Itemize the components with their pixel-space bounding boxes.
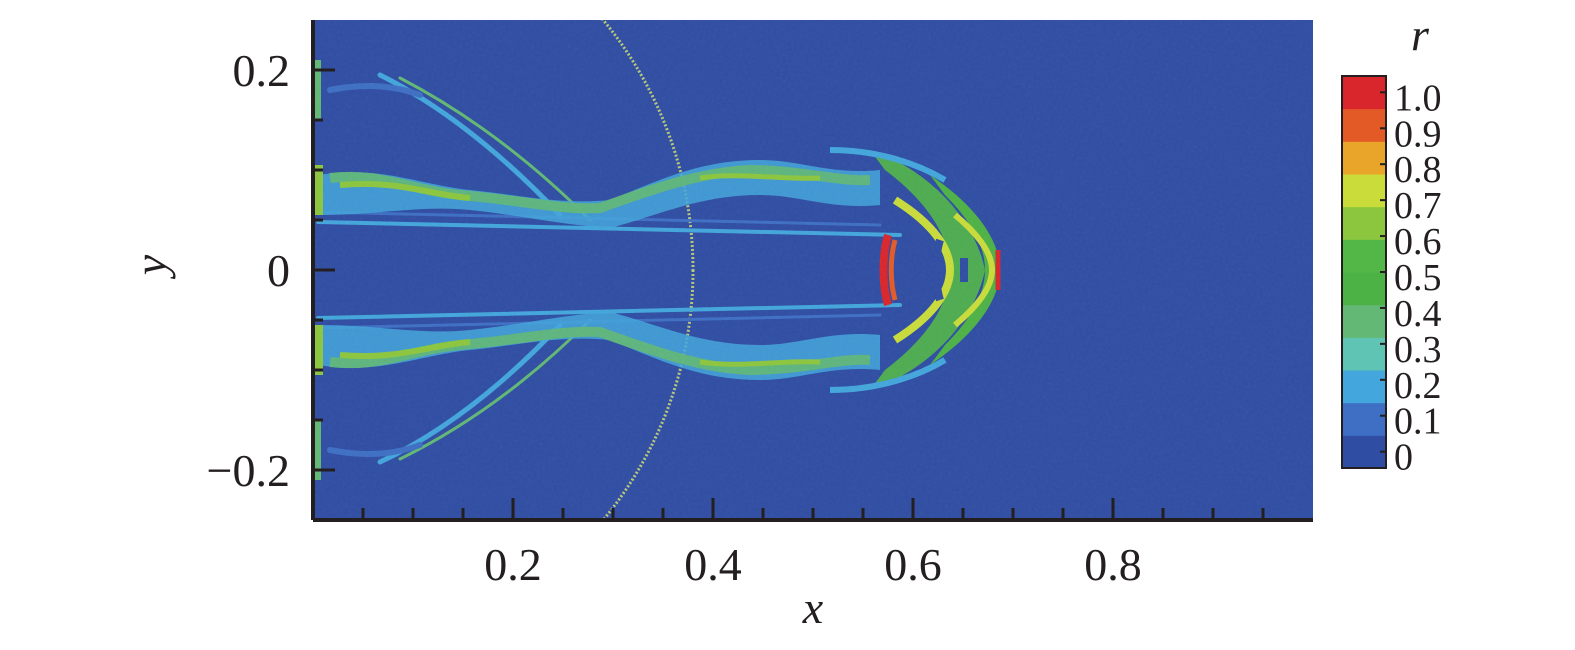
- colorbar-label: 0.7: [1394, 185, 1442, 227]
- colorbar-swatch: [1342, 435, 1386, 469]
- colorbar-swatch: [1342, 272, 1386, 306]
- colorbar-swatch: [1342, 174, 1386, 208]
- colorbar-label: 0.4: [1394, 293, 1442, 335]
- colorbar-title: r: [1411, 9, 1430, 60]
- y-axis-ticks: 0.2 0 −0.2: [207, 45, 335, 496]
- x-tick-label: 0.2: [484, 539, 542, 590]
- colorbar-swatch: [1342, 108, 1386, 142]
- x-axis-label: x: [802, 582, 824, 633]
- colorbar-label: 0.3: [1394, 329, 1442, 371]
- x-tick-label: 0.6: [884, 539, 942, 590]
- colorbar-label: 1.0: [1394, 77, 1442, 119]
- colorbar-label: 0.2: [1394, 365, 1442, 407]
- x-tick-label: 0.4: [684, 539, 742, 590]
- colorbar-label: 0.9: [1394, 113, 1442, 155]
- x-tick-label: 0.8: [1084, 539, 1142, 590]
- colorbar-swatch: [1342, 337, 1386, 371]
- colorbar-swatch: [1342, 76, 1386, 110]
- y-tick-label: 0.2: [233, 45, 291, 96]
- colorbar-swatch: [1342, 304, 1386, 338]
- colorbar-label: 0.6: [1394, 221, 1442, 263]
- colorbar-swatch: [1342, 402, 1386, 436]
- y-tick-label: −0.2: [207, 445, 290, 496]
- colorbar-swatch: [1342, 370, 1386, 404]
- field-texture: [313, 20, 1313, 520]
- plot-area: [313, 20, 1313, 520]
- colorbar-swatch: [1342, 239, 1386, 273]
- colorbar-label: 0.8: [1394, 149, 1442, 191]
- colorbar-swatch: [1342, 141, 1386, 175]
- y-axis-label: y: [125, 254, 176, 279]
- colorbar: 1.00.90.80.70.60.50.40.30.20.10: [1341, 75, 1442, 479]
- colorbar-label: 0.1: [1394, 401, 1442, 443]
- colorbar-swatch: [1342, 206, 1386, 240]
- x-axis-ticks: 0.2 0.4 0.6 0.8: [361, 498, 1265, 590]
- y-tick-label: 0: [267, 245, 290, 296]
- colorbar-label: 0.5: [1394, 257, 1442, 299]
- colorbar-label: 0: [1394, 437, 1413, 479]
